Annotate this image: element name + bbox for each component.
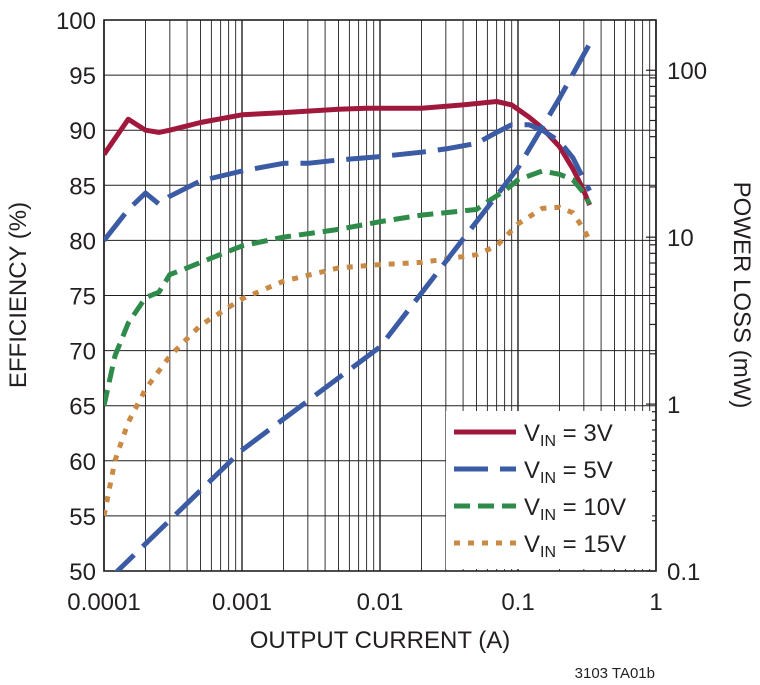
series-line-0 [104,99,592,207]
y-tick-label: 65 [69,394,96,421]
y-axis-title: EFFICIENCY (%) [5,202,32,388]
x-axis-ticks: 0.0001 0.001 0.01 0.1 1 [67,589,662,616]
x-tick-label: 0.0001 [67,589,140,616]
y-tick-label: 70 [69,339,96,366]
y-tick-label: 100 [56,8,96,35]
legend-label: VIN = 10V [524,494,626,524]
y-tick-label: 75 [69,284,96,311]
y2-tick-label: 0.1 [667,559,700,586]
y-tick-label: 90 [69,118,96,145]
series-line-3 [104,204,592,517]
y-tick-label: 60 [69,449,96,476]
y-tick-label: 80 [69,228,96,255]
legend-label: VIN = 3V [524,420,613,450]
y2-tick-label: 100 [667,58,707,85]
y2-axis-ticks: 0.1 1 10 100 [667,58,707,586]
footnote: 3103 TA01b [575,665,655,682]
x-tick-label: 1 [649,589,662,616]
legend-label: VIN = 15V [524,531,626,561]
x-tick-label: 0.001 [212,589,272,616]
x-axis-title: OUTPUT CURRENT (A) [250,627,510,654]
legend-background [446,411,652,569]
y-axis-ticks: 50 55 60 65 70 75 80 85 90 95 100 [56,8,96,586]
x-tick-label: 0.01 [357,589,404,616]
series-group [104,39,594,571]
series-line-1 [104,122,592,242]
y-tick-label: 85 [69,173,96,200]
y-tick-label: 95 [69,63,96,90]
series-line-power-loss [113,39,594,571]
y2-axis-title: POWER LOSS (mW) [728,182,755,409]
x-tick-label: 0.1 [501,589,534,616]
y-tick-label: 55 [69,504,96,531]
y2-tick-label: 1 [667,392,680,419]
plot-frame [103,19,657,572]
legend-label: VIN = 5V [524,457,613,487]
series-line-2 [104,168,592,407]
legend: VIN = 3V VIN = 5V VIN = 10V VIN = 15V [446,411,652,569]
y-tick-label: 50 [69,559,96,586]
y2-tick-label: 10 [667,225,694,252]
